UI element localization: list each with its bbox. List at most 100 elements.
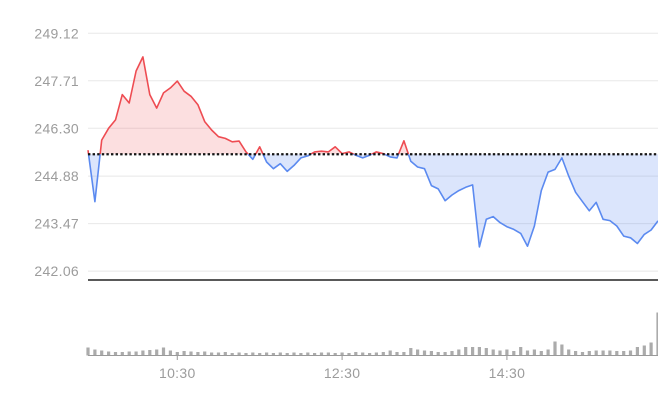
volume-bar [285, 353, 289, 356]
volume-bar [175, 352, 179, 356]
gridlines [88, 32, 658, 272]
volume-bar [443, 352, 447, 356]
volume-bar [203, 351, 207, 356]
volume-bar [216, 352, 221, 356]
x-axis-label: 12:30 [324, 365, 361, 381]
volume-bar [120, 352, 124, 356]
volume-bar [491, 349, 495, 356]
x-axis-label: 14:30 [489, 365, 526, 381]
volume-bar [429, 351, 433, 356]
volume-bar [368, 353, 372, 356]
volume-bar [292, 352, 296, 356]
volume-bar [223, 352, 227, 356]
volume-bar [244, 353, 248, 356]
volume-bar [189, 351, 193, 356]
volume-bar [484, 348, 488, 356]
volume-bar [265, 352, 269, 356]
x-axis-labels: 10:30 12:30 14:30 [159, 365, 525, 381]
volume-bar [622, 351, 626, 356]
volume-bar [230, 353, 234, 356]
volume-bar [635, 347, 639, 356]
volume-bar [381, 352, 385, 356]
volume-bar [182, 351, 186, 356]
volume-bar [251, 352, 255, 356]
volume-bar [580, 352, 585, 356]
y-axis-label: 246.30 [34, 120, 79, 136]
y-axis-labels: 249.12 247.71 246.30 244.88 243.47 242.06 [34, 25, 79, 279]
volume-bar [436, 352, 440, 356]
price-line-below [87, 154, 658, 248]
volume-bar [271, 353, 275, 356]
volume-bar [141, 350, 145, 356]
volume-bar [505, 349, 509, 356]
volume-bar [306, 352, 310, 356]
volume-bar [395, 352, 399, 356]
volume-bar [313, 353, 317, 356]
volume-bar [539, 351, 543, 356]
area-above-close [88, 56, 658, 155]
volume-bar [100, 350, 104, 356]
volume-bar [278, 352, 282, 356]
volume-bar [258, 353, 262, 356]
y-axis-label: 249.12 [34, 25, 79, 41]
volume-bar [161, 347, 166, 356]
volume-bar [299, 353, 303, 356]
volume-bar [107, 351, 111, 356]
volume-bar [93, 349, 97, 356]
volume-bar [168, 350, 172, 356]
y-axis-label: 247.71 [34, 73, 79, 89]
price-area-fills [88, 56, 658, 247]
volume-bar [361, 352, 365, 356]
volume-bar [86, 347, 90, 356]
volume-bar [574, 351, 578, 356]
volume-bar [457, 349, 461, 356]
volume-bar [134, 351, 138, 356]
volume-bar [450, 351, 454, 356]
price-line-above [87, 56, 410, 155]
volume-bar [553, 341, 557, 356]
price-line [87, 56, 658, 248]
volume-bar [155, 349, 159, 356]
volume-bar [649, 342, 653, 356]
area-below-close [88, 154, 658, 247]
volume-bar [333, 353, 337, 356]
volume-bar [567, 349, 571, 356]
volume-bar [319, 352, 324, 356]
volume-bars [86, 312, 658, 356]
volume-bar [347, 353, 351, 356]
volume-bar [498, 350, 502, 356]
volume-bar [519, 347, 523, 356]
volume-bar [525, 350, 530, 356]
volume-bar [464, 347, 468, 356]
volume-bar [608, 350, 612, 356]
x-axis-label: 10:30 [159, 365, 196, 381]
volume-bar [148, 350, 152, 356]
volume-bar [477, 347, 481, 356]
volume-bar [512, 351, 516, 356]
volume-bar [340, 352, 344, 356]
volume-bar [354, 352, 358, 356]
volume-bar [409, 348, 413, 356]
y-axis-label: 243.47 [34, 216, 79, 232]
volume-bar [656, 312, 658, 356]
volume-bar [471, 347, 475, 356]
volume-bar [402, 352, 406, 356]
volume-bar [546, 349, 550, 356]
volume-bar [532, 349, 536, 356]
x-axis [88, 355, 658, 360]
volume-bar [127, 351, 131, 356]
volume-bar [416, 349, 420, 356]
volume-bar [642, 345, 646, 356]
y-axis-label: 242.06 [34, 263, 79, 279]
volume-bar [196, 352, 200, 356]
volume-bar [560, 344, 564, 356]
volume-bar [374, 352, 378, 356]
volume-bar [237, 352, 241, 356]
volume-bar [587, 351, 591, 356]
volume-bar [388, 350, 392, 356]
y-axis-label: 244.88 [34, 168, 79, 184]
volume-bar [615, 351, 619, 356]
volume-bar [628, 350, 633, 356]
